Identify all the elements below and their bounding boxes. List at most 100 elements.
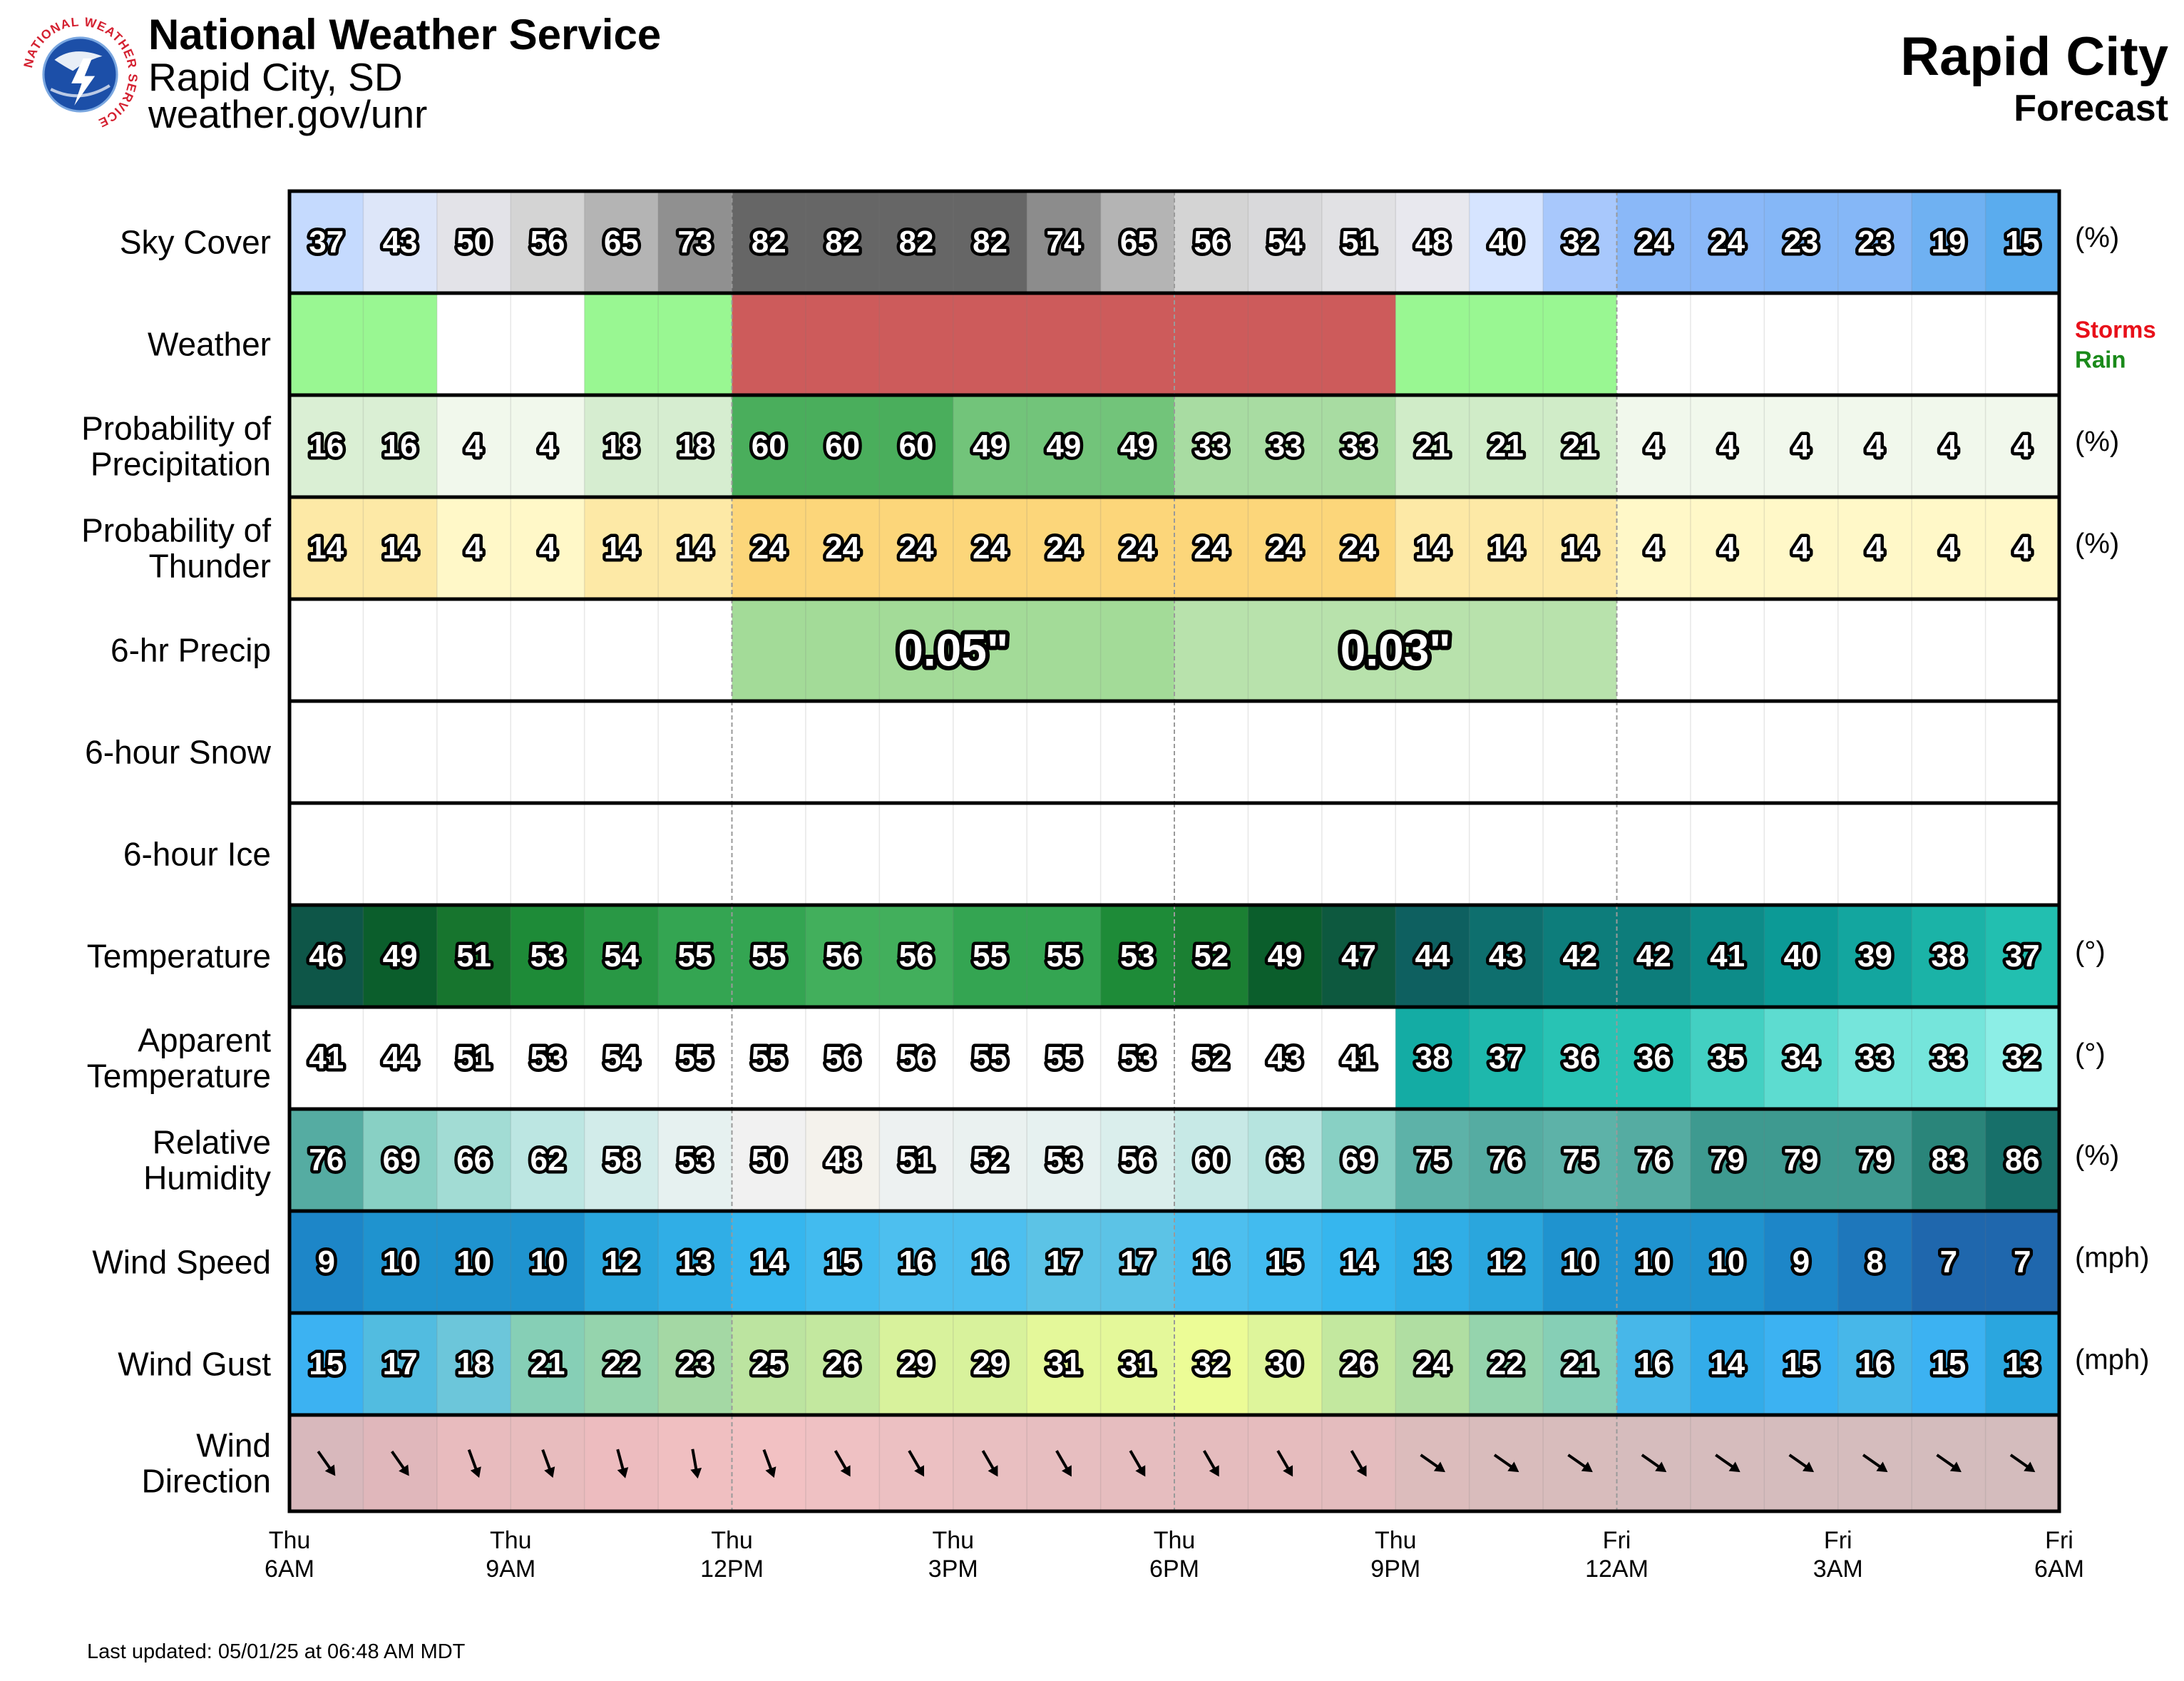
wind-value-14-outline: 14 — [1341, 1245, 1376, 1279]
snow6-cell-5 — [658, 701, 732, 803]
snow6-label-line-0: 6-hour Snow — [85, 734, 272, 771]
rh-cell-22 — [1912, 1109, 1986, 1211]
temp-cell-21 — [1837, 905, 1912, 1007]
wind-value-13: 15 — [1268, 1245, 1303, 1279]
sky-cell-16 — [1469, 191, 1544, 293]
apparent-cell-11 — [1100, 1007, 1175, 1109]
rh-value-8-outline: 51 — [899, 1143, 934, 1177]
wind-arrow-icon-21 — [1862, 1453, 1888, 1473]
precip6-block-label-0-outline: 0.05" — [898, 625, 1008, 676]
office-name: Rapid City, SD — [148, 55, 403, 99]
temp-value-2: 51 — [456, 939, 491, 974]
wind-value-16-outline: 12 — [1489, 1245, 1524, 1279]
pop-value-18: 4 — [1645, 429, 1663, 464]
wind-value-10-outline: 17 — [1046, 1245, 1081, 1279]
wind-value-20-outline: 9 — [1793, 1245, 1810, 1279]
snow6-cell-8 — [879, 701, 954, 803]
wind-value-6-outline: 14 — [752, 1245, 786, 1279]
ice6-cell-17 — [1543, 803, 1617, 905]
sky-value-19-outline: 24 — [1710, 225, 1745, 260]
x-tick-day-1: Thu — [490, 1527, 532, 1554]
wind-value-12: 16 — [1194, 1245, 1229, 1279]
sky-value-20: 23 — [1784, 225, 1819, 260]
apparent-cell-20 — [1764, 1007, 1839, 1109]
sky-value-13-outline: 54 — [1268, 225, 1303, 260]
rh-value-13: 63 — [1268, 1143, 1303, 1177]
x-tick-time-0: 6AM — [265, 1555, 314, 1583]
wind-arrow-icon-20 — [1788, 1453, 1815, 1473]
rh-cell-11 — [1100, 1109, 1175, 1211]
gust-value-5-outline: 23 — [677, 1347, 712, 1381]
weather-cell-6 — [732, 293, 806, 395]
pop-cell-3 — [511, 395, 585, 497]
weather-cell-4 — [584, 293, 659, 395]
temp-cell-11 — [1100, 905, 1175, 1007]
snow6-cell-12 — [1174, 701, 1249, 803]
pop-value-15: 21 — [1415, 429, 1450, 464]
wind-cell-0 — [289, 1211, 364, 1313]
apparent-value-9: 55 — [973, 1041, 1008, 1075]
sky-cell-9 — [953, 191, 1027, 293]
gust-value-21-outline: 16 — [1857, 1347, 1892, 1381]
apparent-value-2-outline: 51 — [456, 1041, 491, 1075]
sky-cell-21 — [1837, 191, 1912, 293]
rh-cell-19 — [1690, 1109, 1765, 1211]
pop-cell-1 — [363, 395, 438, 497]
ice6-cell-0 — [289, 803, 364, 905]
snow6-cell-22 — [1912, 701, 1986, 803]
pop-cell-16 — [1469, 395, 1544, 497]
temp-value-19: 41 — [1710, 939, 1745, 974]
thunder-value-16-outline: 14 — [1489, 531, 1524, 566]
sky-value-17-outline: 32 — [1562, 225, 1597, 260]
apparent-value-8: 56 — [899, 1041, 934, 1075]
apparent-value-2: 51 — [456, 1041, 491, 1075]
pop-value-11-outline: 49 — [1120, 429, 1155, 464]
rh-cell-16 — [1469, 1109, 1544, 1211]
thunder-cell-21 — [1837, 497, 1912, 599]
rh-cell-8 — [879, 1109, 954, 1211]
snow6-cell-17 — [1543, 701, 1617, 803]
temp-value-5: 55 — [677, 939, 712, 974]
ice6-cell-22 — [1912, 803, 1986, 905]
gust-value-11: 31 — [1120, 1347, 1155, 1381]
weather-cell-0 — [289, 293, 364, 395]
sky-value-0: 37 — [309, 225, 344, 260]
temp-cell-6 — [732, 905, 806, 1007]
sky-value-10: 74 — [1046, 225, 1081, 260]
rh-value-3-outline: 62 — [530, 1143, 565, 1177]
thunder-value-6: 24 — [752, 531, 786, 566]
gust-value-21: 16 — [1857, 1347, 1892, 1381]
wind-value-7: 15 — [825, 1245, 860, 1279]
gust-value-8: 29 — [899, 1347, 934, 1381]
sky-value-9: 82 — [973, 225, 1008, 260]
thunder-value-11-outline: 24 — [1120, 531, 1155, 566]
rh-value-23: 86 — [2005, 1143, 2040, 1177]
temp-value-1-outline: 49 — [383, 939, 418, 974]
ice6-cell-19 — [1690, 803, 1765, 905]
thunder-cell-4 — [584, 497, 659, 599]
thunder-value-10-outline: 24 — [1046, 531, 1081, 566]
apparent-value-11-outline: 53 — [1120, 1041, 1155, 1075]
wind-value-0: 9 — [317, 1245, 334, 1279]
rh-value-22: 83 — [1931, 1143, 1966, 1177]
gust-value-6: 25 — [752, 1347, 786, 1381]
office-url[interactable]: weather.gov/unr — [148, 92, 428, 136]
sky-value-11: 65 — [1120, 225, 1155, 260]
winddir-row-frame — [287, 1413, 2061, 1513]
ice6-cell-18 — [1616, 803, 1691, 905]
ice6-cell-16 — [1469, 803, 1544, 905]
gust-value-15-outline: 24 — [1415, 1347, 1450, 1381]
x-tick-time-3: 3PM — [928, 1555, 978, 1583]
rh-value-6: 50 — [752, 1143, 786, 1177]
pop-value-1: 16 — [383, 429, 418, 464]
gust-cell-20 — [1764, 1313, 1839, 1415]
precip6-cell-19 — [1690, 599, 1765, 701]
wind-value-21-outline: 8 — [1866, 1245, 1883, 1279]
rh-value-2: 66 — [456, 1143, 491, 1177]
pop-value-14-outline: 33 — [1341, 429, 1376, 464]
sky-value-2-outline: 50 — [456, 225, 491, 260]
sky-cell-8 — [879, 191, 954, 293]
thunder-value-1: 14 — [383, 531, 418, 566]
weather-cell-12 — [1174, 293, 1249, 395]
